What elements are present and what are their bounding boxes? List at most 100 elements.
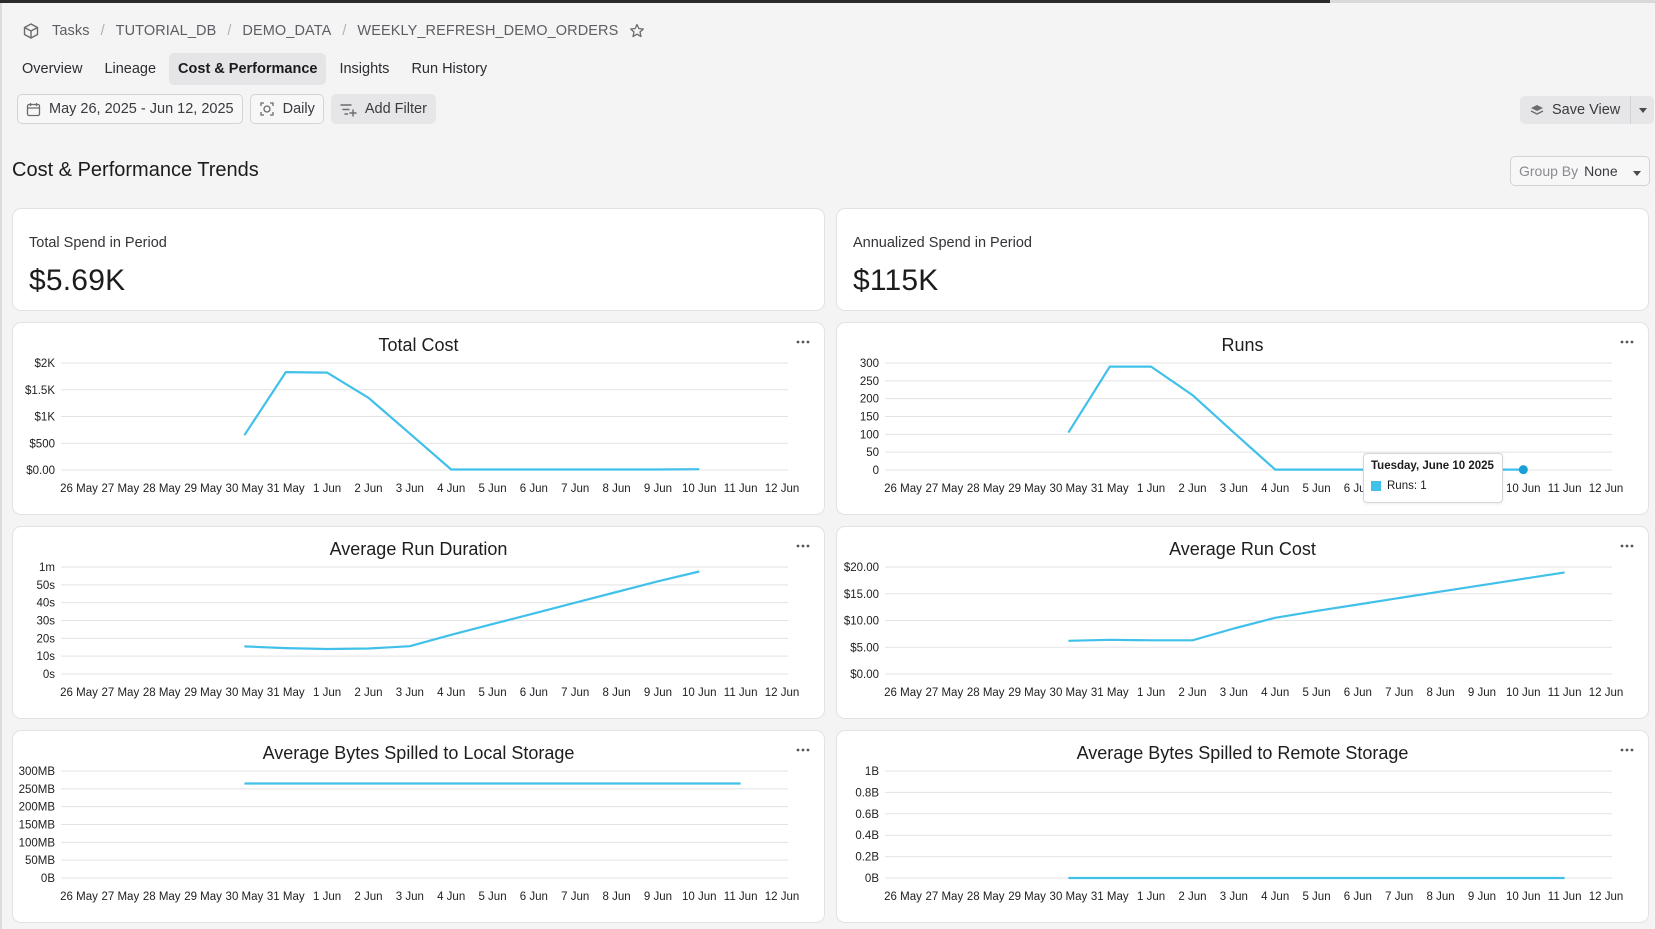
x-tick-label: 28 May xyxy=(967,483,1005,495)
breadcrumb-separator: / xyxy=(227,23,232,39)
x-tick-label: 29 May xyxy=(184,483,222,495)
chart-plot: $0.00 $500 $1K $1.5K $2K 26 May 27 May 28 May 29… xyxy=(25,358,800,495)
tab-lineage[interactable]: Lineage xyxy=(104,61,157,77)
favorite-star-icon[interactable] xyxy=(629,23,645,39)
save-view-dropdown[interactable] xyxy=(1630,96,1654,124)
chart-plot: 0B 50MB 100MB 150MB 200MB 250MB 300MB 26 May 27 … xyxy=(19,766,800,903)
x-tick-label: 1 Jun xyxy=(313,483,341,495)
more-options-icon[interactable] xyxy=(1616,333,1638,351)
x-tick-label: 3 Jun xyxy=(1220,483,1248,495)
tooltip-swatch xyxy=(1371,481,1381,491)
highlight-point xyxy=(1518,465,1528,475)
x-tick-label: 1 Jun xyxy=(313,891,341,903)
date-range-picker[interactable]: May 26, 2025 - Jun 12, 2025 xyxy=(17,94,243,124)
breadcrumb-tasks[interactable]: Tasks xyxy=(52,23,90,39)
x-tick-label: 12 Jun xyxy=(765,687,800,699)
x-tick-label: 12 Jun xyxy=(1589,891,1624,903)
x-tick-label: 11 Jun xyxy=(1548,687,1582,699)
more-options-icon[interactable] xyxy=(792,537,814,555)
granularity-select[interactable]: Daily xyxy=(249,94,324,124)
x-tick-label: 30 May xyxy=(226,483,264,495)
y-tick-label: 200 xyxy=(860,394,879,406)
breadcrumb-schema[interactable]: DEMO_DATA xyxy=(242,23,332,39)
x-tick-label: 8 Jun xyxy=(603,483,631,495)
x-tick-label: 7 Jun xyxy=(561,891,589,903)
chart-title: Average Bytes Spilled to Local Storage xyxy=(262,743,575,763)
chart-card-total-cost: $0.00 $500 $1K $1.5K $2K 26 May 27 May 28 May 29… xyxy=(12,322,825,515)
x-tick-label: 7 Jun xyxy=(1385,891,1413,903)
x-tick-label: 8 Jun xyxy=(1427,891,1455,903)
granularity-icon xyxy=(259,101,275,117)
x-tick-label: 5 Jun xyxy=(478,891,506,903)
breadcrumb-separator: / xyxy=(100,23,105,39)
add-filter-button[interactable]: Add Filter xyxy=(330,94,436,124)
x-tick-label: 12 Jun xyxy=(765,483,800,495)
x-tick-label: 29 May xyxy=(184,891,222,903)
y-tick-label: 150MB xyxy=(19,820,56,832)
chart-card-avg-run-duration: 0s 10s 20s 30s 40s 50s 1m 26 May 27 May 28 May 29 … xyxy=(12,526,825,719)
x-tick-label: 1 Jun xyxy=(1137,891,1165,903)
more-options-icon[interactable] xyxy=(1616,741,1638,759)
chart-title: Runs xyxy=(1221,335,1264,355)
y-tick-label: 0.6B xyxy=(855,809,879,821)
y-tick-label: $20.00 xyxy=(844,562,879,574)
filter-bar: May 26, 2025 - Jun 12, 2025 Daily Add Fi… xyxy=(17,94,436,124)
y-tick-label: 300 xyxy=(860,358,879,370)
y-tick-label: $1K xyxy=(35,412,56,424)
y-tick-label: $0.00 xyxy=(850,669,879,681)
x-tick-label: 30 May xyxy=(1050,891,1088,903)
series-line xyxy=(244,570,700,651)
y-tick-label: 1m xyxy=(39,562,55,574)
kpi-card-total-spend: Total Spend in Period $5.69K xyxy=(12,208,825,311)
y-tick-label: $10.00 xyxy=(844,616,879,628)
x-tick-label: 31 May xyxy=(267,483,305,495)
tab-run-history[interactable]: Run History xyxy=(411,61,488,77)
x-tick-label: 3 Jun xyxy=(396,483,424,495)
x-tick-label: 6 Jun xyxy=(520,891,548,903)
more-options-icon[interactable] xyxy=(792,741,814,759)
group-by-select[interactable]: Group By None xyxy=(1510,156,1650,186)
y-tick-label: 100MB xyxy=(19,837,56,849)
x-tick-label: 11 Jun xyxy=(1548,891,1582,903)
x-tick-label: 3 Jun xyxy=(1220,891,1248,903)
more-options-icon[interactable] xyxy=(1616,537,1638,555)
add-filter-label: Add Filter xyxy=(364,101,427,117)
kpi-label: Total Spend in Period xyxy=(29,235,167,251)
x-tick-label: 1 Jun xyxy=(313,687,341,699)
x-tick-label: 11 Jun xyxy=(724,687,758,699)
tab-insights[interactable]: Insights xyxy=(339,61,390,77)
x-tick-label: 7 Jun xyxy=(561,687,589,699)
x-tick-label: 3 Jun xyxy=(396,687,424,699)
breadcrumb-database[interactable]: TUTORIAL_DB xyxy=(115,23,217,39)
x-tick-label: 11 Jun xyxy=(724,891,758,903)
x-tick-label: 10 Jun xyxy=(1506,891,1541,903)
x-tick-label: 6 Jun xyxy=(1344,687,1372,699)
chart-card-avg-run-cost: $0.00 $5.00 $10.00 $15.00 $20.00 26 May 27 May… xyxy=(836,526,1649,719)
kpi-value: $5.69K xyxy=(29,264,126,297)
y-tick-label: $1.5K xyxy=(25,385,55,397)
x-tick-label: 29 May xyxy=(184,687,222,699)
x-tick-label: 8 Jun xyxy=(603,687,631,699)
save-view-button[interactable]: Save View xyxy=(1520,96,1630,124)
more-options-icon[interactable] xyxy=(792,333,814,351)
chart-tooltip: Tuesday, June 10 2025 Runs: 1 xyxy=(1363,453,1503,503)
x-tick-label: 28 May xyxy=(143,483,181,495)
tab-overview[interactable]: Overview xyxy=(22,61,83,77)
tab-cost-performance[interactable]: Cost & Performance xyxy=(169,53,327,85)
section-title: Cost & Performance Trends xyxy=(12,159,259,181)
x-tick-label: 28 May xyxy=(143,687,181,699)
y-tick-label: 0s xyxy=(43,669,55,681)
x-tick-label: 29 May xyxy=(1008,891,1046,903)
save-view-group: Save View xyxy=(1520,96,1655,124)
y-tick-label: 300MB xyxy=(19,766,56,778)
y-tick-label: 150 xyxy=(860,412,879,424)
breadcrumb: Tasks / TUTORIAL_DB / DEMO_DATA / WEEKLY… xyxy=(22,20,645,42)
x-tick-label: 6 Jun xyxy=(1344,891,1372,903)
x-tick-label: 26 May xyxy=(60,687,98,699)
x-tick-label: 31 May xyxy=(267,891,305,903)
x-tick-label: 4 Jun xyxy=(437,687,465,699)
x-tick-label: 27 May xyxy=(925,891,963,903)
x-tick-label: 2 Jun xyxy=(354,483,382,495)
y-tick-label: 250 xyxy=(860,376,879,388)
x-tick-label: 8 Jun xyxy=(603,891,631,903)
